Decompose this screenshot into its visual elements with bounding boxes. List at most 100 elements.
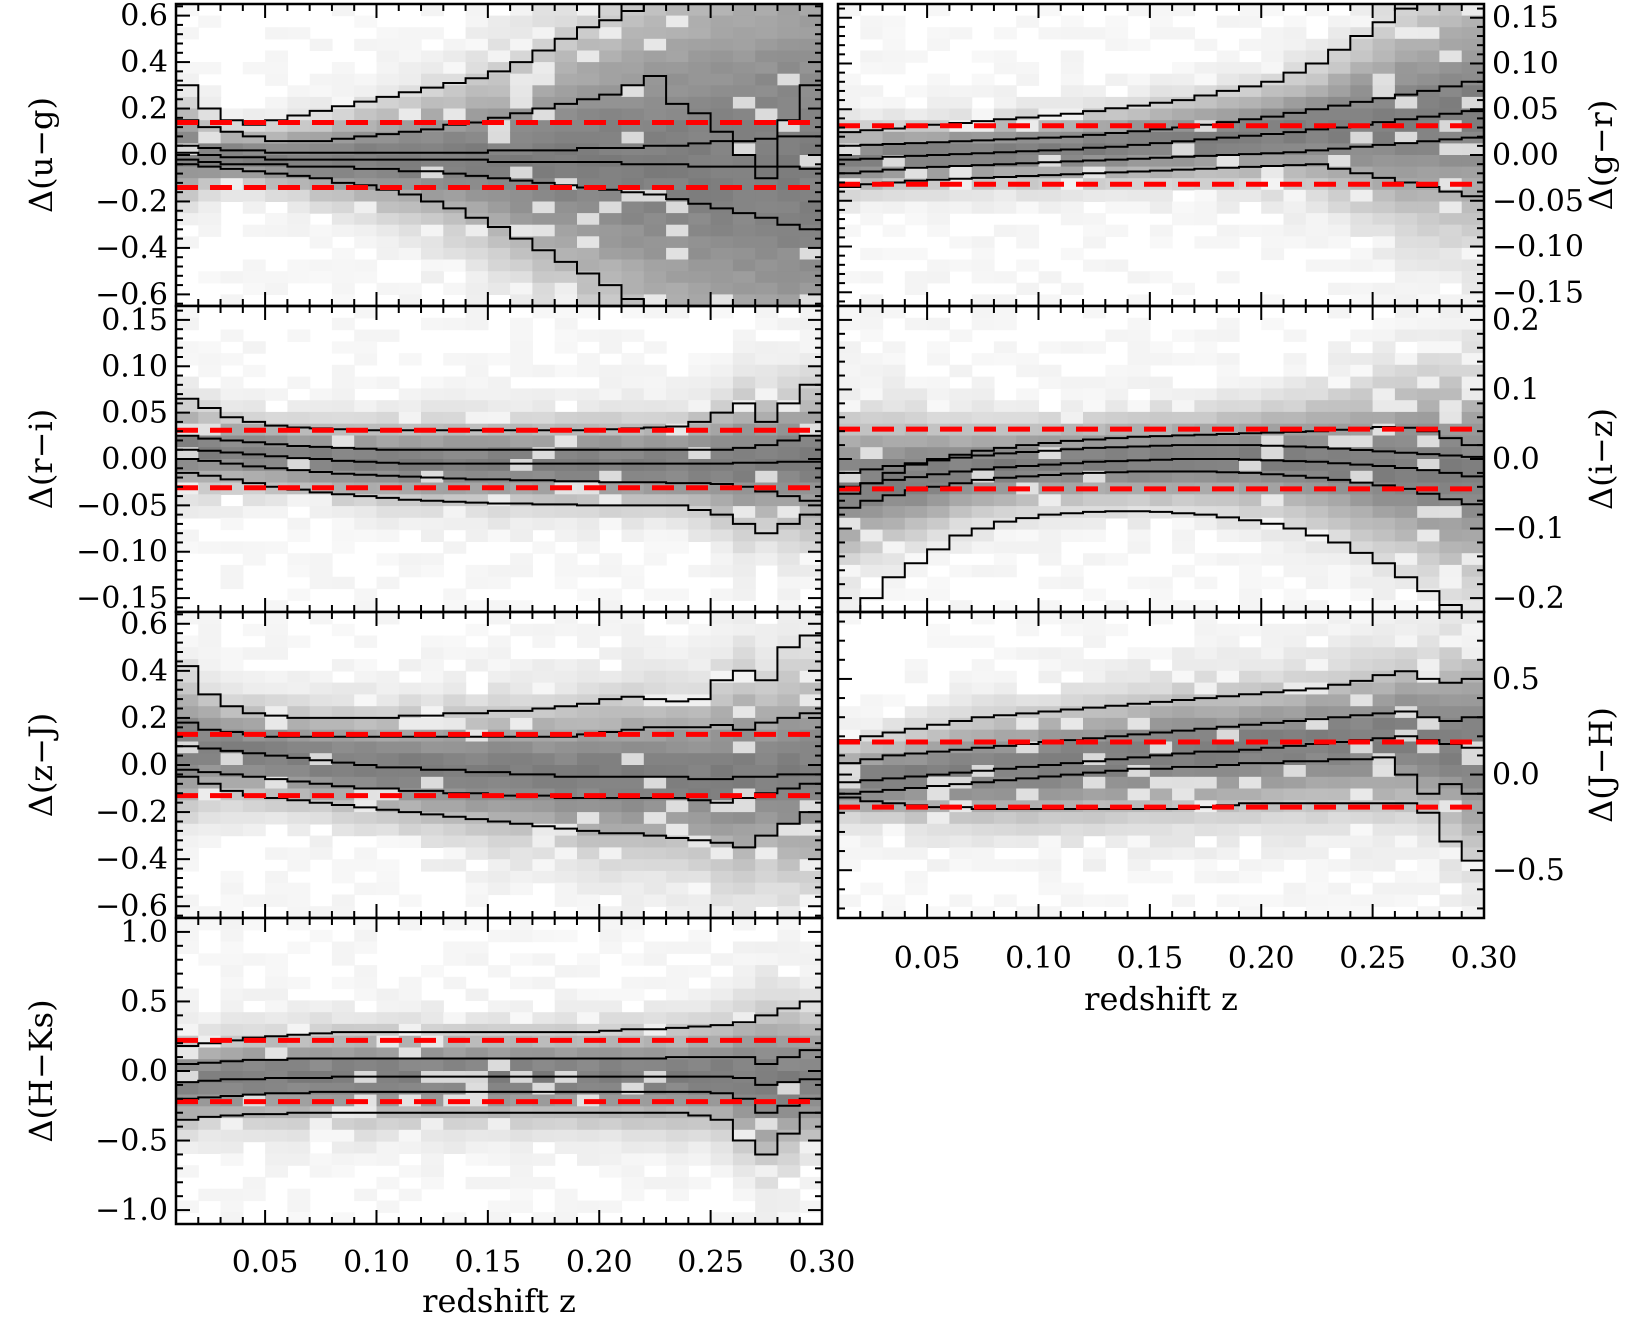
heatmap-cell — [198, 612, 222, 625]
heatmap-cell — [1439, 588, 1463, 601]
heatmap-cell — [421, 659, 444, 672]
heatmap-cell — [532, 659, 556, 672]
heatmap-cell — [443, 73, 467, 86]
percentile-curve-p25 — [838, 756, 1484, 795]
heatmap-cell — [1461, 236, 1484, 249]
heatmap-cell — [732, 423, 756, 437]
heatmap-cell — [1038, 96, 1062, 110]
heatmap-cell — [1216, 765, 1240, 778]
heatmap-cell — [421, 400, 444, 413]
heatmap-cell — [927, 317, 950, 331]
heatmap-cell — [1194, 812, 1218, 825]
heatmap-cell — [777, 15, 801, 28]
heatmap-cell — [376, 694, 400, 707]
heatmap-cell — [532, 1094, 556, 1107]
heatmap-cell — [1372, 812, 1396, 825]
heatmap-cell — [1149, 717, 1173, 731]
heatmap-cell — [1172, 447, 1195, 460]
heatmap-cell — [1372, 847, 1396, 860]
heatmap-cell — [732, 224, 756, 237]
heatmap-cell — [860, 459, 884, 472]
heatmap-cell — [777, 341, 801, 354]
heatmap-cell — [510, 918, 533, 931]
heatmap-cell — [487, 670, 511, 684]
heatmap-cell — [1016, 400, 1040, 413]
heatmap-cell — [443, 459, 467, 472]
heatmap-cell — [443, 647, 467, 660]
heatmap-cell — [1261, 96, 1285, 110]
x-tick-label: 0.15 — [1116, 941, 1183, 976]
heatmap-cell — [777, 50, 801, 63]
heatmap-cell — [1194, 423, 1218, 437]
heatmap-cell — [510, 1188, 533, 1202]
heatmap-cell — [599, 647, 623, 660]
heatmap-cell — [331, 247, 355, 261]
heatmap-cell — [198, 541, 222, 554]
heatmap-cell — [777, 364, 801, 378]
heatmap-cell — [688, 38, 712, 51]
heatmap-cell — [643, 1059, 667, 1072]
heatmap-cell — [554, 15, 578, 28]
heatmap-cell — [732, 1212, 756, 1224]
heatmap-cell — [755, 38, 779, 51]
heatmap-cell — [1305, 400, 1329, 413]
heatmap-cell — [242, 1118, 266, 1131]
heatmap-cell — [1328, 15, 1351, 28]
heatmap-cell — [993, 108, 1017, 121]
heatmap-cell — [904, 282, 928, 295]
heatmap-cell — [1439, 894, 1463, 907]
heatmap-cell — [398, 189, 422, 202]
heatmap-cell — [398, 753, 422, 766]
heatmap-cell — [643, 1047, 667, 1060]
heatmap-cell — [1394, 529, 1418, 542]
heatmap-cell — [710, 517, 734, 531]
heatmap-cell — [904, 143, 928, 156]
heatmap-cell — [1105, 623, 1129, 637]
heatmap-cell — [577, 247, 600, 261]
heatmap-cell — [1328, 541, 1351, 554]
heatmap-cell — [732, 85, 756, 98]
heatmap-cell — [331, 400, 355, 413]
heatmap-cell — [176, 166, 199, 179]
heatmap-cell — [354, 517, 378, 531]
heatmap-cell — [1305, 670, 1329, 684]
heatmap-cell — [732, 682, 756, 695]
heatmap-cell — [421, 647, 444, 660]
heatmap-cell — [777, 694, 801, 707]
heatmap-cell — [1283, 189, 1307, 202]
heatmap-cell — [1372, 529, 1396, 542]
heatmap-cell — [1216, 894, 1240, 907]
heatmap-cell — [510, 189, 533, 202]
heatmap-cell — [666, 635, 689, 648]
heatmap-cell — [860, 388, 884, 401]
heatmap-cell — [710, 189, 734, 202]
heatmap-cell — [554, 894, 578, 907]
heatmap-cell — [1394, 62, 1418, 75]
heatmap-cell — [443, 1023, 467, 1037]
heatmap-cell — [554, 108, 578, 121]
heatmap-cell — [465, 894, 489, 907]
heatmap-cell — [1038, 517, 1062, 531]
heatmap-cell — [1305, 494, 1329, 507]
y-axis-label-i-z: Δ(i−z) — [1582, 408, 1620, 510]
heatmap-cell — [331, 155, 355, 168]
panel-z-J: −0.6−0.4−0.20.00.20.40.6 — [95, 607, 824, 924]
heatmap-cell — [1461, 155, 1484, 168]
heatmap-cell — [666, 494, 689, 507]
heatmap-cell — [993, 62, 1017, 75]
heatmap-cell — [643, 706, 667, 719]
heatmap-cell — [465, 435, 489, 448]
heatmap-cell — [465, 882, 489, 896]
heatmap-cell — [287, 823, 311, 837]
heatmap-cell — [777, 765, 801, 778]
heatmap-cell — [577, 765, 600, 778]
heatmap-cell — [287, 201, 311, 214]
heatmap-cell — [198, 400, 222, 413]
heatmap-cell — [1239, 447, 1262, 460]
heatmap-cell — [1350, 15, 1374, 28]
heatmap-cell — [927, 588, 950, 601]
heatmap-cell — [777, 929, 801, 943]
heatmap-cell — [993, 706, 1017, 719]
heatmap-cell — [1105, 388, 1129, 401]
heatmap-cell — [1060, 447, 1084, 460]
